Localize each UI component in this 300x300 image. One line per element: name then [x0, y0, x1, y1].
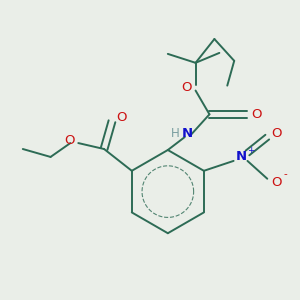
Text: +: + [247, 146, 254, 154]
Text: O: O [64, 134, 75, 147]
Text: N: N [236, 150, 247, 164]
Text: O: O [271, 176, 281, 189]
Text: O: O [271, 127, 281, 140]
Text: N: N [182, 127, 193, 140]
Text: H: H [170, 127, 179, 140]
Text: O: O [252, 108, 262, 121]
Text: O: O [182, 81, 192, 94]
Text: O: O [117, 111, 127, 124]
Text: -: - [283, 169, 287, 179]
